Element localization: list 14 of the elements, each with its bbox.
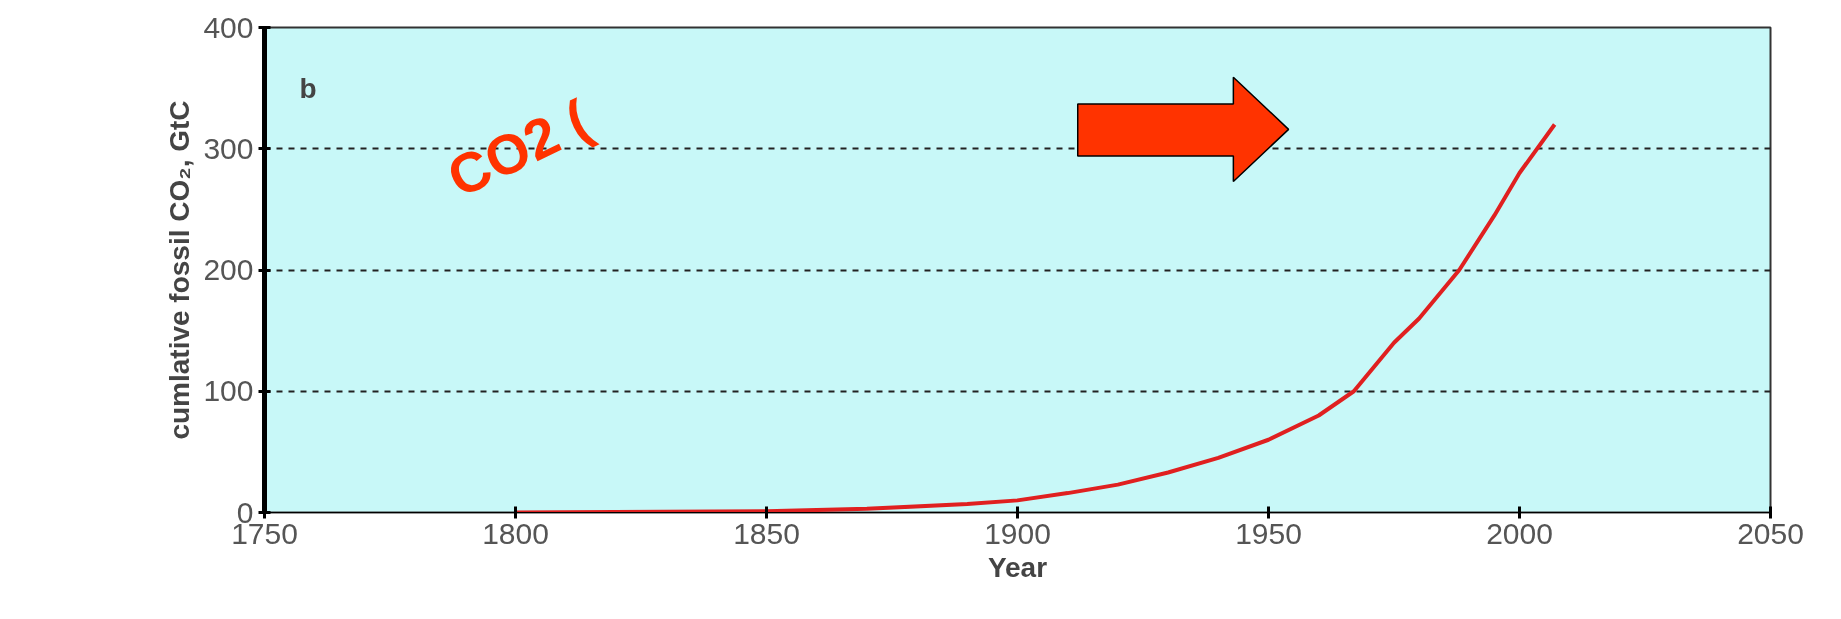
x-tick-label: 2050 (1737, 516, 1804, 550)
y-axis-title: cumlative fossil CO₂, GtC (164, 100, 196, 440)
x-tick-label: 1800 (482, 516, 549, 550)
x-tick-label: 1850 (733, 516, 800, 550)
annotation: b (299, 72, 317, 104)
x-tick-label: 2000 (1486, 516, 1553, 550)
annotation: CO2 ( (437, 87, 601, 210)
x-tick-label: 1950 (1235, 516, 1302, 550)
y-tick-label: 100 (203, 374, 254, 408)
y-tick-label: 300 (203, 131, 254, 165)
x-axis-title: Year (987, 551, 1048, 583)
y-tick-label: 200 (203, 253, 254, 286)
y-tick-label: 400 (203, 10, 254, 44)
x-tick-label: 1900 (984, 516, 1051, 550)
